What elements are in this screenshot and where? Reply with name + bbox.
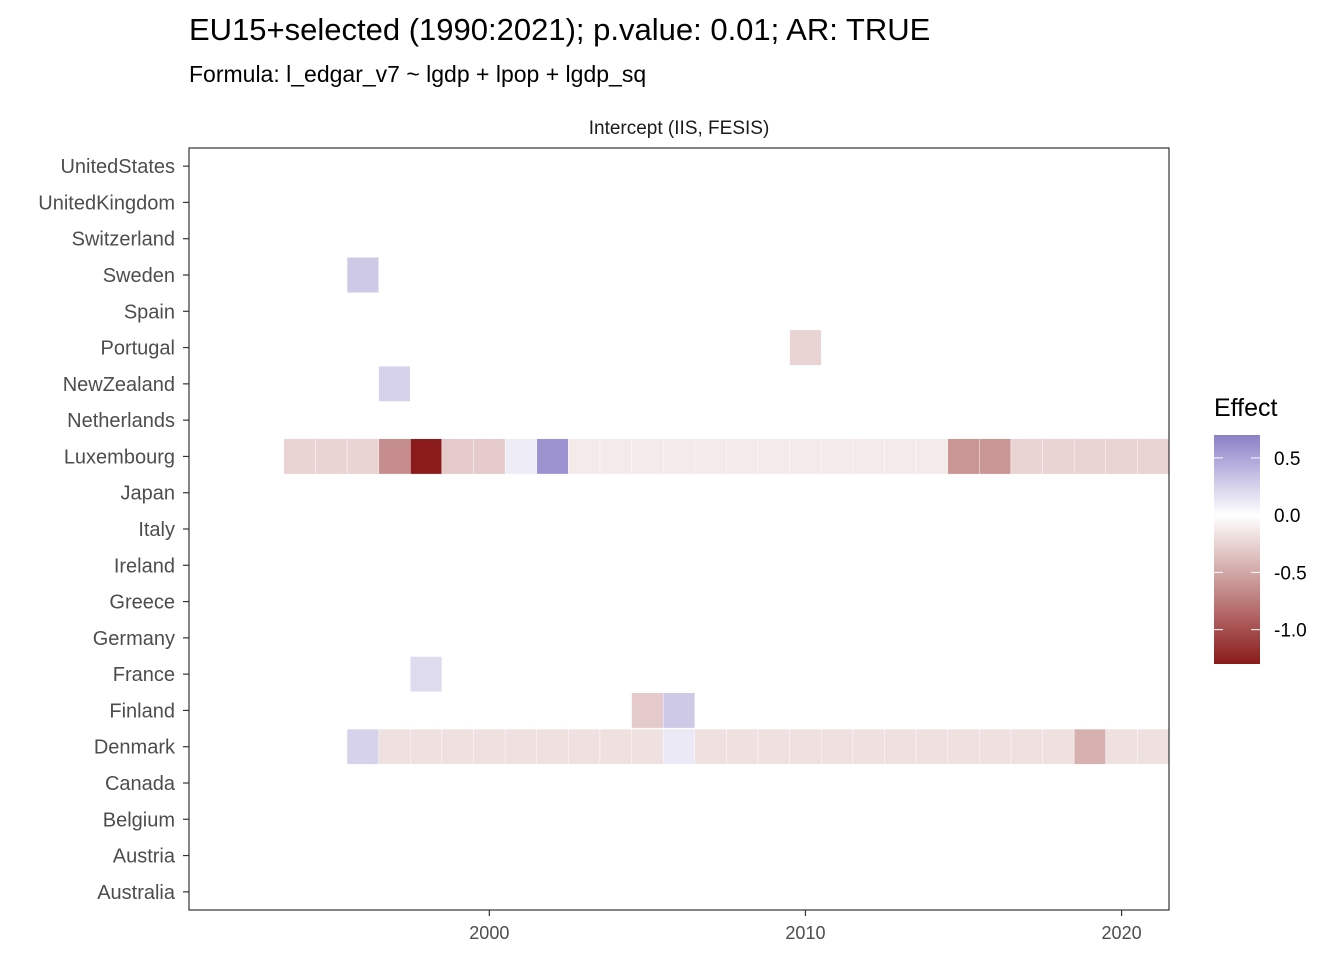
legend-colorbar [1214,435,1260,664]
legend-tick-label: -1.0 [1274,621,1307,642]
heatmap-cell [410,656,443,692]
y-tick-label: Italy [138,519,175,541]
y-tick-label: Canada [105,773,176,795]
heatmap-cell [789,438,822,475]
chart-title: EU15+selected (1990:2021); p.value: 0.01… [189,12,930,47]
heatmap-cell [410,728,443,765]
y-tick-label: Denmark [94,737,176,759]
heatmap-cell [1105,438,1138,475]
heatmap-cell [568,438,601,475]
heatmap-cell [1105,728,1138,765]
heatmap-cells [283,257,1170,765]
x-tick-label: 2000 [469,923,509,943]
heatmap-cell [441,438,474,475]
heatmap-cell [346,438,379,475]
heatmap-cell [346,728,379,765]
heatmap-cell [536,438,569,475]
x-tick-label: 2010 [785,923,825,943]
y-axis: UnitedStates UnitedKingdom Switzerland Swed… [38,156,189,904]
y-tick-label: Australia [97,882,176,904]
legend-tick-label: 0.0 [1274,506,1300,527]
heatmap-cell [1137,728,1170,765]
heatmap-cell [726,728,759,765]
heatmap-cell [789,728,822,765]
y-tick-label: Portugal [101,338,176,360]
heatmap-cell [378,438,411,475]
heatmap-cell [852,728,885,765]
heatmap-cell [757,438,790,475]
heatmap-cell [884,438,917,475]
legend-title: Effect [1214,394,1278,422]
heatmap-cell [726,438,759,475]
y-tick-label: Austria [113,846,176,868]
heatmap-cell [757,728,790,765]
heatmap-cell [915,728,948,765]
heatmap-cell [821,438,854,475]
heatmap-cell [378,728,411,765]
y-tick-label: Luxembourg [64,446,175,468]
heatmap-cell [694,728,727,765]
heatmap-cell [662,438,696,475]
heatmap-cell [947,728,980,765]
heatmap-cell [631,728,664,765]
y-tick-label: Ireland [114,555,175,577]
heatmap-cell [1010,438,1043,475]
heatmap-cell [473,728,506,765]
heatmap-cell [599,728,632,765]
heatmap-cell [1042,728,1075,765]
heatmap-cell [1073,728,1106,765]
legend-tick-label: 0.5 [1274,449,1300,470]
heatmap-cell [315,438,348,475]
heatmap-cell [915,438,948,475]
y-tick-label: Switzerland [72,229,175,251]
y-tick-label: Sweden [103,265,175,287]
y-tick-label: NewZealand [63,374,175,396]
heatmap-cell [1073,438,1106,475]
heatmap-cell [789,329,822,366]
y-tick-label: Spain [124,301,175,323]
heatmap-cell [979,728,1012,765]
heatmap-cell [504,728,537,765]
heatmap-cell [694,438,727,475]
y-tick-label: UnitedKingdom [38,192,175,214]
legend: Effect 0.5 0.0 -0.5 -1.0 [1214,394,1307,664]
y-tick-label: France [113,664,175,686]
heatmap-cell [599,438,632,475]
y-tick-label: Japan [121,483,176,505]
heatmap-cell [504,438,537,475]
heatmap-cell [852,438,885,475]
heatmap-cell [441,728,474,765]
facet-strip-label: Intercept (IIS, FESIS) [589,118,770,139]
heatmap-cell [283,438,316,475]
heatmap-cell [884,728,917,765]
heatmap-cell [536,728,569,765]
panel-border [188,147,1170,911]
heatmap-cell [821,728,854,765]
heatmap-cell [631,692,664,729]
chart-subtitle: Formula: l_edgar_v7 ~ lgdp + lpop + lgdp… [189,61,646,87]
y-tick-label: Greece [109,592,175,614]
heatmap-cell [979,438,1012,475]
y-tick-label: Finland [109,700,175,722]
heatmap-cell [378,366,411,402]
heatmap-cell [947,438,980,475]
heatmap-cell [1010,728,1043,765]
heatmap-cell [1042,438,1075,475]
heatmap-cell [410,438,443,475]
y-tick-label: Netherlands [67,410,175,432]
y-tick-label: Belgium [103,809,175,831]
heatmap-cell [568,728,601,765]
x-axis: 2000 2010 2020 [469,910,1142,943]
heatmap-cell [631,438,664,475]
heatmap-cell [346,257,379,293]
heatmap-cell [662,728,696,765]
x-tick-label: 2020 [1102,923,1142,943]
legend-tick-label: -0.5 [1274,563,1307,584]
heatmap-cell [1137,438,1170,475]
heatmap-cell [662,692,696,729]
heatmap-cell [473,438,506,475]
y-tick-label: UnitedStates [60,156,175,178]
y-tick-label: Germany [93,628,175,650]
